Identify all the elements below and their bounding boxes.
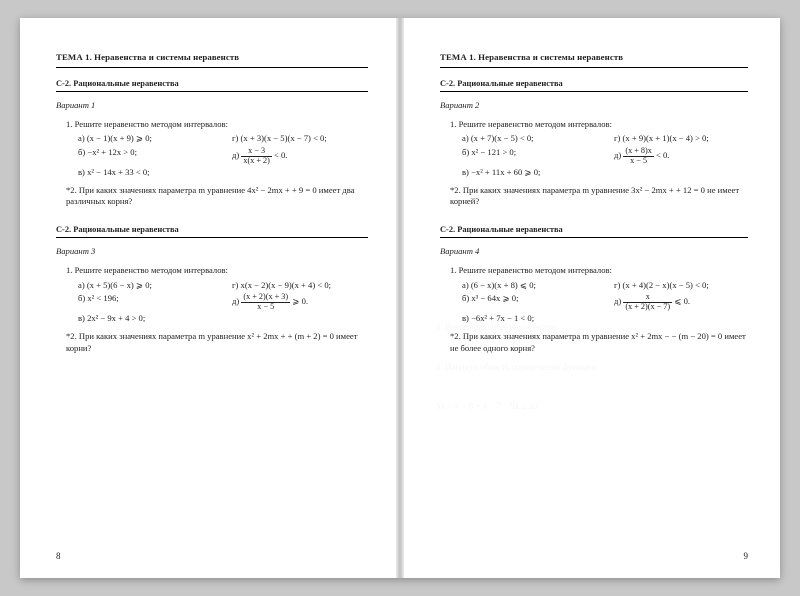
page-left: ТЕМА 1. Неравенства и системы неравенств… <box>20 18 400 578</box>
fraction: x − 3x(x + 2) <box>241 147 271 165</box>
subitem: а) (x + 5)(6 − x) ⩾ 0; <box>78 280 214 292</box>
section-label: С-2. Рациональные неравенства <box>440 78 748 89</box>
subitem: г) (x + 4)(2 − x)(x − 5) < 0; <box>614 280 748 292</box>
task-text: *2. При каких значениях параметра m урав… <box>66 185 368 208</box>
subitem: а) (x − 1)(x + 9) ⩾ 0; <box>78 133 214 145</box>
tail: < 0. <box>654 150 670 160</box>
task-text: *2. При каких значениях параметра m урав… <box>66 331 368 354</box>
section-label: С-2. Рациональные неравенства <box>56 224 368 235</box>
book-spine <box>396 18 404 578</box>
subitem: д) x − 3x(x + 2) < 0. <box>232 147 368 165</box>
page-right: 2. Решите двойное неравенство 3. Найдите… <box>400 18 780 578</box>
subitem: в) x² − 14x + 33 < 0; <box>78 167 214 179</box>
task-list: 1. Решите неравенство методом интервалов… <box>440 119 748 208</box>
task-list: 1. Решите неравенство методом интервалов… <box>56 119 368 208</box>
task-text: 1. Решите неравенство методом интервалов… <box>66 119 368 131</box>
rule <box>440 237 748 238</box>
fraction: x(x + 2)(x − 7) <box>623 293 672 311</box>
subitem: д) (x + 8)xx − 5 < 0. <box>614 147 748 165</box>
subitem: б) −x² + 12x > 0; <box>78 147 214 165</box>
label: д) <box>232 296 241 306</box>
section-label: С-2. Рациональные неравенства <box>56 78 368 89</box>
subitem: в) 2x² − 9x + 4 > 0; <box>78 313 214 325</box>
subitem: в) −6x² + 7x − 1 < 0; <box>462 313 596 325</box>
subitem: г) (x + 3)(x − 5)(x − 7) < 0; <box>232 133 368 145</box>
book-spread: ТЕМА 1. Неравенства и системы неравенств… <box>20 18 780 578</box>
task-text: 1. Решите неравенство методом интервалов… <box>450 119 748 131</box>
variant-title: Вариант 4 <box>440 246 748 258</box>
subitem: г) x(x − 2)(x − 9)(x + 4) < 0; <box>232 280 368 292</box>
rule <box>56 91 368 92</box>
task-list: 1. Решите неравенство методом интервалов… <box>440 265 748 354</box>
topic-title: ТЕМА 1. Неравенства и системы неравенств <box>440 52 748 64</box>
page-number: 8 <box>56 550 61 562</box>
label: д) <box>232 150 241 160</box>
fraction: (x + 8)xx − 5 <box>623 147 653 165</box>
rule <box>440 91 748 92</box>
subitem: б) x² < 196; <box>78 293 214 311</box>
rule <box>56 237 368 238</box>
subitem: д) x(x + 2)(x − 7) ⩽ 0. <box>614 293 748 311</box>
variant-title: Вариант 3 <box>56 246 368 258</box>
subitem: в) −x² + 11x + 60 ⩾ 0; <box>462 167 596 179</box>
task-text: *2. При каких значениях параметра m урав… <box>450 185 748 208</box>
label: д) <box>614 150 623 160</box>
tail: ⩾ 0. <box>290 296 308 306</box>
subitem: д) (x + 2)(x + 3)x − 5 ⩾ 0. <box>232 293 368 311</box>
task-text: 1. Решите неравенство методом интервалов… <box>66 265 368 277</box>
task-text: 1. Решите неравенство методом интервалов… <box>450 265 748 277</box>
section-label: С-2. Рациональные неравенства <box>440 224 748 235</box>
subitem: б) x³ − 64x ⩾ 0; <box>462 293 596 311</box>
tail: < 0. <box>272 150 288 160</box>
subitem: а) (6 − x)(x + 8) ⩽ 0; <box>462 280 596 292</box>
task-list: 1. Решите неравенство методом интервалов… <box>56 265 368 354</box>
label: д) <box>614 296 623 306</box>
topic-title: ТЕМА 1. Неравенства и системы неравенств <box>56 52 368 64</box>
subitem: б) x² − 121 > 0; <box>462 147 596 165</box>
rule <box>440 67 748 68</box>
variant-title: Вариант 1 <box>56 100 368 112</box>
subitem: а) (x + 7)(x − 5) < 0; <box>462 133 596 145</box>
page-number: 9 <box>744 550 749 562</box>
variant-title: Вариант 2 <box>440 100 748 112</box>
fraction: (x + 2)(x + 3)x − 5 <box>241 293 290 311</box>
tail: ⩽ 0. <box>672 296 690 306</box>
task-text: *2. При каких значениях параметра m урав… <box>450 331 748 354</box>
subitem: г) (x + 9)(x + 1)(x − 4) > 0; <box>614 133 748 145</box>
rule <box>56 67 368 68</box>
